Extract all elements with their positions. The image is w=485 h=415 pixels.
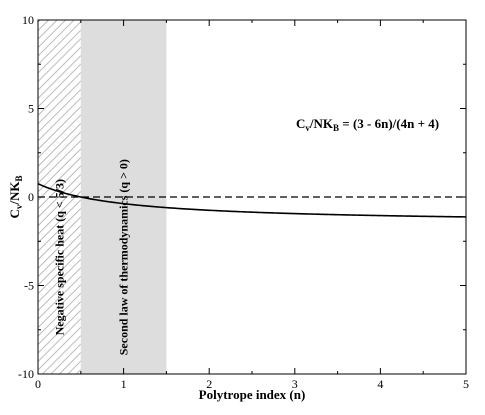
series-lines — [37, 182, 467, 218]
y-axis-label: Cv/NKB — [7, 175, 24, 218]
y-tick-label: 5 — [28, 102, 34, 116]
x-tick-label: 4 — [377, 377, 383, 391]
y-tick-label: 10 — [22, 13, 34, 27]
formula-annotation: Cv/NKB = (3 - 6n)/(4n + 4) — [296, 116, 439, 133]
x-tick-label: 3 — [292, 377, 298, 391]
region-label-1: Negative specific heat (q < 5/3) — [52, 179, 66, 335]
y-tick-label: -10 — [18, 367, 34, 381]
series-line-1 — [37, 182, 467, 218]
x-axis-label: Polytrope index (n) — [199, 387, 306, 402]
region-labels: Negative specific heat (q < 5/3) Second l… — [52, 159, 130, 355]
axis-ticks: 0 1 2 3 4 5 -10 -5 0 5 10 — [18, 13, 469, 391]
y-tick-label: -5 — [24, 279, 34, 293]
x-tick-label: 0 — [35, 377, 41, 391]
x-tick-label: 2 — [206, 377, 212, 391]
y-tick-label: 0 — [28, 190, 34, 204]
region-label-2: Second law of thermodynamics (q > 0) — [117, 159, 131, 355]
x-tick-label: 5 — [463, 377, 469, 391]
x-tick-label: 1 — [121, 377, 127, 391]
